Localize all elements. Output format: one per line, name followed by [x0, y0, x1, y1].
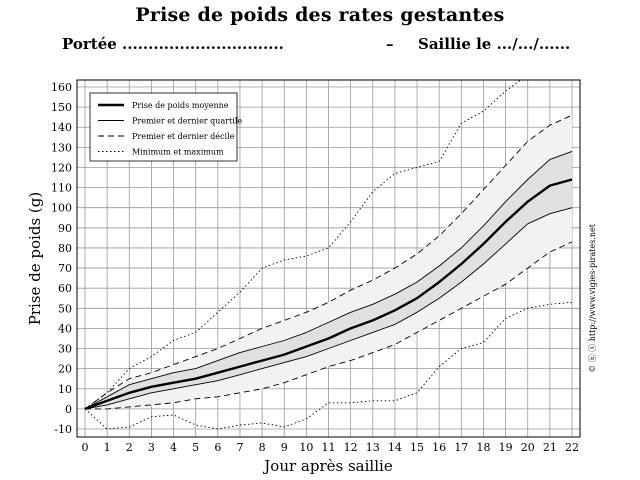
series-line-solid-thin-upper	[84, 150, 573, 410]
x-tick-label: 21	[543, 441, 557, 454]
subtitle-separator: –	[386, 35, 394, 53]
x-tick-label: 10	[299, 441, 313, 454]
x-tick-label: 1	[104, 441, 111, 454]
x-tick-label: 0	[82, 441, 89, 454]
y-tick-label: 140	[51, 121, 72, 134]
x-tick-label: 17	[454, 441, 468, 454]
x-tick-label: 16	[432, 441, 446, 454]
y-tick-label: 10	[58, 383, 72, 396]
legend-entry-1: Premier et dernier quartile	[132, 117, 242, 126]
x-tick-label: 11	[322, 441, 336, 454]
x-tick-label: 4	[170, 441, 177, 454]
x-tick-label: 3	[148, 441, 155, 454]
series-line-dashed-lower	[85, 241, 573, 410]
legend-entry-3: Minimum et maximum	[132, 148, 224, 157]
x-tick-label: 9	[281, 441, 288, 454]
y-tick-label: -10	[54, 423, 72, 436]
x-tick-labels: 0 1 2 3 4 5 6 7 8 9 10 11 12 13 14 15 16 17 18 19 20 21 22	[82, 441, 580, 454]
x-tick-label: 13	[366, 441, 380, 454]
x-tick-label: 20	[521, 441, 535, 454]
y-tick-label: 60	[58, 282, 72, 295]
y-tick-label: 110	[51, 182, 72, 195]
x-tick-label: 5	[192, 441, 199, 454]
chart-legend: Prise de poids moyenne Premier et dernier…	[89, 92, 242, 162]
series-line-solid-thin-lower	[84, 207, 573, 410]
y-tick-label: 130	[51, 141, 72, 154]
y-tick-label: 0	[65, 403, 72, 416]
series-line-dotted-upper	[84, 80, 522, 410]
x-tick-label: 7	[236, 441, 243, 454]
y-axis-label: Prise de poids (g)	[26, 192, 44, 325]
y-tick-label: 160	[51, 81, 72, 94]
x-tick-label: 15	[410, 441, 424, 454]
legend-entry-2: Premier et dernier décile	[132, 132, 235, 141]
y-tick-label: 70	[58, 262, 72, 275]
x-tick-label: 12	[344, 441, 358, 454]
y-tick-label: 30	[58, 343, 72, 356]
x-tick-label: 18	[476, 441, 490, 454]
y-tick-label: 80	[58, 242, 72, 255]
y-tick-label: 100	[51, 202, 72, 215]
y-tick-label: 150	[51, 101, 72, 114]
x-tick-label: 6	[214, 441, 221, 454]
y-tick-labels: -10 0 10 20 30 40 50 60 70 80 90 100 110 120 130 140 150…	[51, 81, 72, 436]
y-tick-label: 90	[58, 222, 72, 235]
page-title: Prise de poids des rates gestantes	[135, 4, 505, 26]
y-tick-label: 120	[51, 161, 72, 174]
chart-bands	[85, 115, 572, 409]
x-tick-label: 19	[499, 441, 513, 454]
chart-series-lines	[84, 80, 573, 430]
y-tick-label: 40	[58, 322, 72, 335]
legend-entry-0: Prise de poids moyenne	[132, 101, 229, 110]
y-tick-label: 50	[58, 302, 72, 315]
x-tick-label: 2	[126, 441, 133, 454]
litter-field-label: Portée ...............................	[62, 35, 284, 53]
x-axis-label: Jour après saillie	[262, 457, 393, 475]
y-tick-label: 20	[58, 363, 72, 376]
x-tick-label: 8	[259, 441, 266, 454]
series-line-dashed-upper	[84, 114, 573, 410]
mating-date-field-label: Saillie le .../.../......	[418, 35, 571, 53]
series-line-mean	[84, 178, 573, 411]
plot-frame	[76, 79, 581, 438]
x-tick-label: 14	[388, 441, 402, 454]
watermark-text: © ⓑ ⓢ http://www.vigies-pirates.net	[588, 223, 597, 373]
x-tick-label: 22	[565, 441, 579, 454]
